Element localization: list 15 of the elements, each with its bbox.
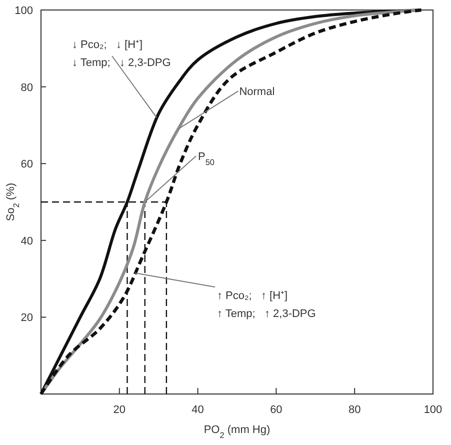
x-tick-label: 40 — [192, 404, 204, 416]
series-label: Normal — [239, 86, 275, 98]
annotation: ↓ Pco₂; ↓ [H⁺] ↓ Temp; ↓ 2,3-DPG — [72, 39, 171, 69]
x-tick-label: 20 — [113, 404, 126, 416]
y-tick-label: 100 — [14, 5, 33, 17]
x-tick-label: 80 — [348, 404, 361, 416]
annotation: P$_{50}$ — [198, 151, 215, 166]
y-tick-label: 80 — [20, 82, 33, 94]
y-tick-label: 60 — [20, 158, 33, 171]
x-axis-title: PO$_{2}$ (mm Hg) — [204, 424, 270, 440]
x-tick-label: 100 — [424, 404, 442, 416]
annotation: ↑ Pco₂; ↑ [H⁺] ↑ Temp; ↑ 2,3-DPG — [217, 290, 316, 320]
x-tick-label: 60 — [270, 404, 282, 416]
y-tick-label: 20 — [20, 312, 33, 324]
y-tick-label: 40 — [20, 235, 33, 248]
